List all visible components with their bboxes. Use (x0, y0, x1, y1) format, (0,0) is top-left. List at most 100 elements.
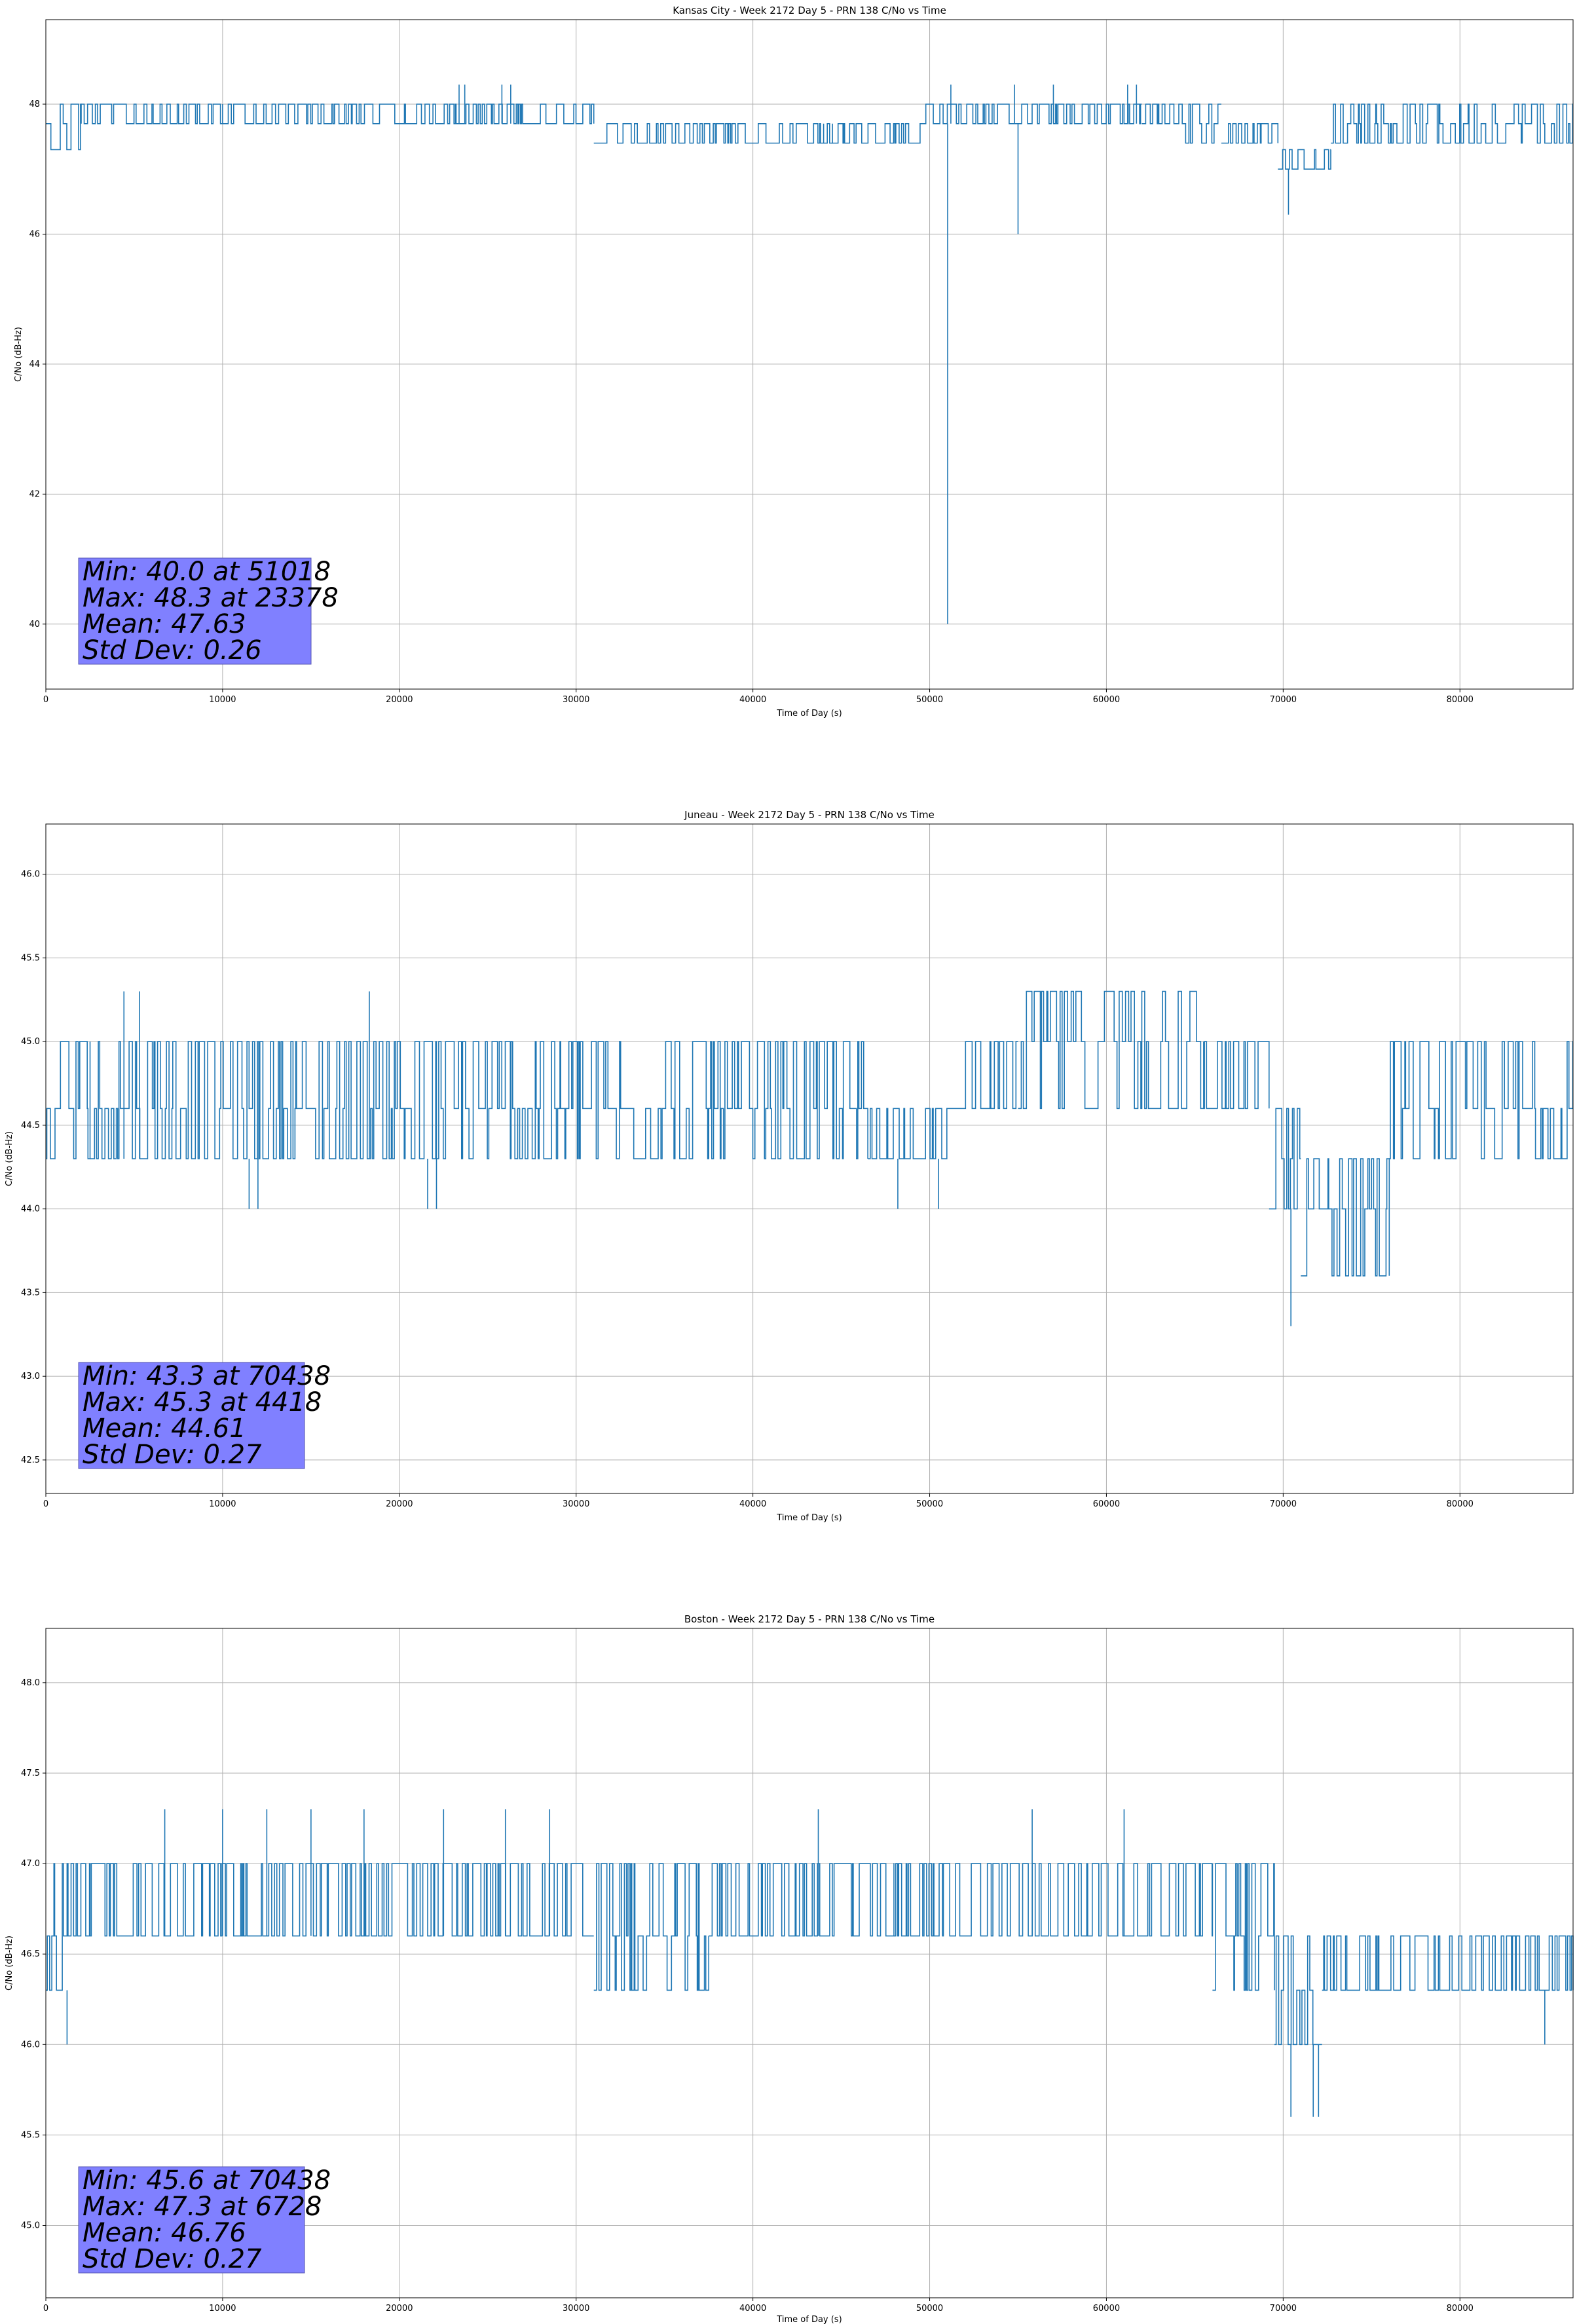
series-segment (1278, 149, 1331, 170)
series-segment (222, 103, 577, 124)
x-tick-label: 30000 (563, 1499, 589, 1509)
x-tick-label: 0 (43, 2304, 48, 2314)
x-tick-label: 0 (43, 695, 48, 705)
y-tick-label: 40 (29, 620, 40, 629)
stats-min: Min: 43.3 at 70438 (83, 1361, 331, 1391)
stats-max: Max: 45.3 at 4418 (83, 1387, 322, 1417)
chart-title: Juneau - Week 2172 Day 5 - PRN 138 C/No … (684, 809, 935, 821)
series-segment (593, 1863, 709, 1991)
series-segment (46, 103, 82, 151)
series-line (46, 84, 1574, 624)
series-line (46, 1809, 1574, 2117)
y-tick-label: 44 (29, 360, 40, 369)
x-axis-ticks: 0 10000 20000 30000 40000 50000 60000 70000 8000… (43, 2298, 1474, 2314)
series-segment (90, 1863, 594, 1937)
stats-std-dev: Std Dev: 0.27 (83, 2244, 262, 2274)
x-axis-ticks: 0 10000 20000 30000 40000 50000 60000 70000 8000… (43, 689, 1474, 705)
series-segment (1177, 103, 1221, 144)
y-tick-label: 45.5 (21, 2130, 40, 2140)
series-segment (868, 1108, 956, 1159)
y-axis-ticks: 42.5 43.0 43.5 44.0 44.5 45.0 45.5 46.0 (21, 870, 46, 1465)
series-segment (1203, 1041, 1270, 1110)
plot-area-frame (45, 19, 1574, 690)
plot-area-frame (45, 1628, 1574, 2298)
chart-panel-kansas-city: Kansas City - Week 2172 Day 5 - PRN 138 … (14, 5, 1574, 719)
x-tick-label: 40000 (739, 1499, 766, 1509)
x-tick-label: 50000 (916, 695, 943, 705)
stats-box-background (78, 2166, 305, 2274)
series-segment (1212, 1863, 1275, 1991)
series-segment (823, 123, 833, 144)
y-axis-label: C/No (dB-Hz) (5, 1131, 14, 1186)
stats-std-dev: Std Dev: 0.27 (83, 1440, 262, 1470)
series-segment (1389, 1041, 1574, 1159)
x-axis-label: Time of Day (s) (776, 2315, 842, 2324)
chart-panel-boston: Boston - Week 2172 Day 5 - PRN 138 C/No … (5, 1613, 1574, 2324)
x-axis-label: Time of Day (s) (776, 1513, 842, 1523)
y-tick-label: 43.5 (21, 1288, 40, 1298)
x-axis-label: Time of Day (s) (776, 709, 842, 719)
x-tick-label: 0 (43, 1499, 48, 1509)
series-segment (956, 1041, 1018, 1110)
y-tick-label: 46.0 (21, 2040, 40, 2050)
series-segment (46, 1863, 91, 1991)
y-tick-label: 46.5 (21, 1949, 40, 1959)
series-segment (894, 1863, 1214, 1937)
y-tick-label: 43.0 (21, 1372, 40, 1381)
chart-panel-juneau: Juneau - Week 2172 Day 5 - PRN 138 C/No … (5, 809, 1574, 1523)
x-tick-label: 40000 (739, 695, 766, 705)
y-tick-label: 48 (29, 100, 40, 109)
y-tick-label: 44.0 (21, 1205, 40, 1214)
series-segment (1322, 1935, 1574, 1991)
y-tick-label: 42.5 (21, 1455, 40, 1465)
x-tick-label: 50000 (916, 1499, 943, 1509)
x-tick-label: 40000 (739, 2304, 766, 2314)
x-tick-label: 20000 (386, 2304, 413, 2314)
series-segment (576, 103, 595, 124)
x-tick-label: 60000 (1093, 695, 1120, 705)
series-segment (1141, 103, 1178, 124)
x-tick-label: 30000 (563, 695, 589, 705)
series-segment (832, 123, 921, 144)
stats-mean: Mean: 46.76 (83, 2218, 246, 2248)
series-segment (709, 1863, 895, 1937)
y-tick-label: 45.0 (21, 2221, 40, 2231)
y-axis-label: C/No (dB-Hz) (14, 327, 24, 382)
stats-box: Min: 45.6 at 70438 Max: 47.3 at 6728 Mea… (78, 2165, 331, 2274)
x-tick-label: 10000 (209, 695, 236, 705)
chart-title: Kansas City - Week 2172 Day 5 - PRN 138 … (673, 5, 946, 16)
x-tick-label: 80000 (1447, 695, 1474, 705)
stats-min: Min: 45.6 at 70438 (83, 2165, 331, 2196)
series-segment (1274, 1935, 1322, 2046)
chart-title: Boston - Week 2172 Day 5 - PRN 138 C/No … (684, 1613, 935, 1625)
y-tick-label: 48.0 (21, 1678, 40, 1688)
x-tick-label: 60000 (1093, 2304, 1120, 2314)
y-tick-label: 46 (29, 229, 40, 239)
x-tick-label: 80000 (1447, 2304, 1474, 2314)
y-tick-label: 42 (29, 489, 40, 499)
y-tick-label: 45.0 (21, 1037, 40, 1047)
x-tick-label: 70000 (1270, 2304, 1297, 2314)
stats-mean: Mean: 44.61 (83, 1414, 246, 1444)
series-segment (1018, 990, 1204, 1110)
y-tick-label: 45.5 (21, 953, 40, 963)
series-segment (1221, 123, 1279, 144)
x-tick-label: 70000 (1270, 1499, 1297, 1509)
stats-box-background (78, 1362, 305, 1469)
series-segment (593, 123, 825, 144)
x-tick-label: 50000 (916, 2304, 943, 2314)
y-tick-label: 47.0 (21, 1859, 40, 1869)
series-line (46, 990, 1574, 1326)
y-tick-label: 44.5 (21, 1121, 40, 1131)
x-tick-label: 20000 (386, 1499, 413, 1509)
series-segment (81, 103, 223, 124)
x-axis-ticks: 0 10000 20000 30000 40000 50000 60000 70000 8000… (43, 1493, 1474, 1509)
x-tick-label: 30000 (563, 2304, 589, 2314)
stats-mean: Mean: 47.63 (83, 609, 246, 639)
stats-box: Min: 43.3 at 70438 Max: 45.3 at 4418 Mea… (78, 1361, 331, 1470)
x-tick-label: 10000 (209, 1499, 236, 1509)
series-segment (1269, 1108, 1301, 1210)
x-tick-label: 10000 (209, 2304, 236, 2314)
stats-max: Max: 47.3 at 6728 (83, 2192, 322, 2222)
